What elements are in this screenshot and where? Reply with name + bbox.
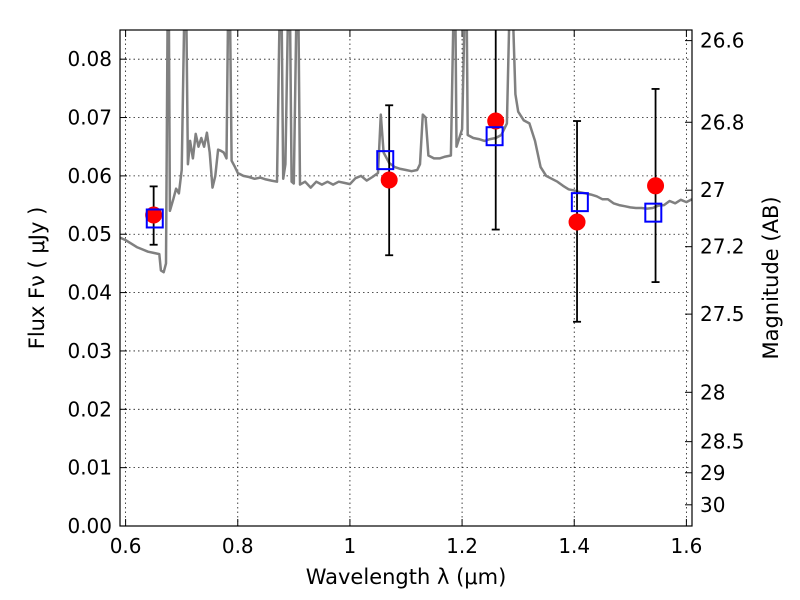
y-tick-label: 0.02 — [67, 397, 112, 421]
observed-flux-point — [568, 213, 586, 231]
y-tick-labels: 0.00 0.01 0.02 0.03 0.04 0.05 0.06 0.07 0.08 — [67, 47, 112, 538]
x-tick-label: 1.4 — [558, 534, 590, 558]
observed-flux-point — [145, 206, 163, 224]
y-tick-label: 0.05 — [67, 222, 112, 246]
y-tick-label: 0.08 — [67, 47, 112, 71]
y-tick-label: 0.06 — [67, 164, 112, 188]
model-flux-point — [145, 208, 164, 229]
right-axis-tick-label: 30 — [700, 493, 725, 517]
observed-flux-point — [487, 112, 505, 130]
right-axis-tick-label: 27.2 — [700, 235, 745, 259]
y-tick-label: 0.00 — [67, 514, 112, 538]
model-flux-point — [644, 202, 663, 223]
observed-flux-point — [647, 177, 665, 195]
right-axis-tick-label: 28.5 — [700, 430, 745, 454]
right-axis-title: Magnitude (AB) — [759, 196, 783, 359]
x-tick-label: 0.6 — [110, 534, 142, 558]
x-tick-label: 1.2 — [446, 534, 478, 558]
right-axis-tick-label: 26.8 — [700, 110, 745, 134]
y-tick-label: 0.07 — [67, 106, 112, 130]
x-axis-title: Wavelength λ (μm) — [306, 565, 507, 589]
model-flux-point — [570, 192, 589, 213]
y-tick-label: 0.01 — [67, 456, 112, 480]
x-tick-label: 1 — [344, 534, 357, 558]
x-tick-label: 1.6 — [670, 534, 702, 558]
model-points — [145, 126, 663, 229]
plot-frame — [119, 29, 693, 527]
axis-ticks — [120, 30, 692, 527]
model-flux-point — [376, 150, 395, 171]
template-spectrum-line — [120, 30, 692, 274]
right-axis-tick-label: 29 — [700, 461, 725, 485]
y-tick-label: 0.04 — [67, 281, 112, 305]
right-axis-tick-label: 28 — [700, 380, 725, 404]
y-axis-title: Flux Fν ( μJy ) — [25, 207, 49, 350]
x-tick-label: 0.8 — [222, 534, 254, 558]
right-axis-tick-label: 27.5 — [700, 302, 745, 326]
observed-flux-point — [380, 171, 398, 189]
observed-points — [145, 112, 665, 231]
right-axis-tick-labels: 26.6 26.8 27 27.2 27.5 28 28.5 29 30 — [700, 29, 745, 517]
x-tick-labels: 0.6 0.8 1 1.2 1.4 1.6 — [110, 534, 703, 558]
y-tick-label: 0.03 — [67, 339, 112, 363]
right-axis-tick-label: 26.6 — [700, 29, 745, 53]
plot-area-background — [120, 30, 692, 526]
model-flux-point — [485, 126, 504, 147]
right-axis-tick-label: 27 — [700, 178, 725, 202]
template-spectrum-layer — [120, 30, 692, 274]
